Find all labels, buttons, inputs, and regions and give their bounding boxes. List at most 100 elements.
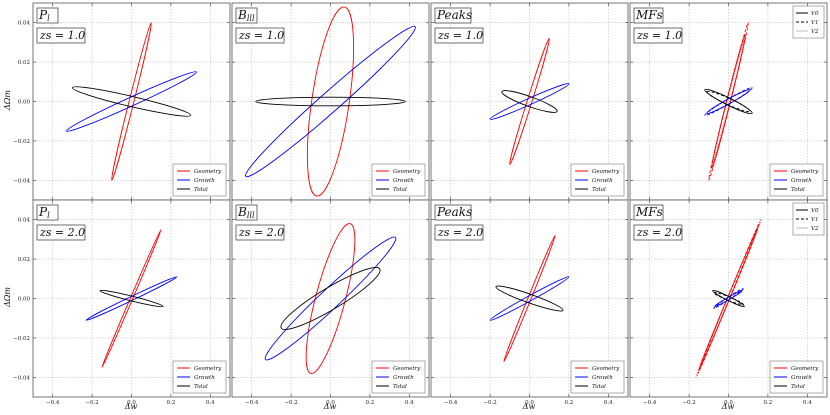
- x-axis-label-col1: Δw: [124, 402, 138, 411]
- redshift-label-box: [434, 27, 484, 44]
- panel-title: MFs: [635, 8, 663, 22]
- redshift-label-box: [36, 27, 86, 44]
- legend-label-geometry: Geometry: [194, 169, 222, 175]
- redshift-label-box: [633, 224, 683, 241]
- legend-label-growth: Growth: [393, 375, 414, 381]
- x-tick-label: 0.0: [326, 400, 335, 406]
- legend-label-geometry: Geometry: [194, 366, 222, 372]
- panel-title-part: lll: [247, 14, 255, 23]
- panel-title-part: MFs: [635, 205, 663, 219]
- ellipse-total-dashed: [706, 90, 751, 113]
- legend-label-total: Total: [393, 187, 407, 193]
- panel-title-box: [36, 204, 59, 221]
- redshift-label-box: [434, 224, 484, 241]
- legend-box: [769, 163, 824, 197]
- panel-title-part: lll: [247, 211, 255, 220]
- ellipse-group: [85, 229, 178, 368]
- legend-top-label-v0: V0: [811, 11, 819, 17]
- x-tick-label: −0.2: [682, 400, 695, 406]
- x-tick-label: 0.0: [525, 400, 534, 406]
- legend-label-growth: Growth: [194, 178, 215, 184]
- panel-title-part: B: [237, 205, 247, 219]
- ellipse-total-solid: [99, 289, 164, 308]
- legend-label-total: Total: [791, 384, 805, 390]
- redshift-label: zs = 2.0: [39, 226, 85, 239]
- legend-label-total: Total: [791, 187, 805, 193]
- panel-title-part: P: [38, 205, 48, 219]
- legend-top-label-v2: V2: [811, 226, 819, 232]
- panel-4: MFs zs = 1.0 Geometry Growth Total V0 V1 V2: [629, 2, 828, 201]
- panel-title-part: l: [47, 211, 50, 220]
- ellipse-geometry-solid: [101, 229, 162, 368]
- ellipse-total-solid: [501, 90, 558, 113]
- legend-label-total: Total: [194, 384, 208, 390]
- x-tick-label: −0.2: [483, 400, 496, 406]
- x-tick-label: 0.4: [604, 400, 613, 406]
- ellipse-group: [704, 22, 753, 181]
- panel-frame: [231, 199, 430, 398]
- legend-label-geometry: Geometry: [393, 366, 421, 372]
- redshift-label: zs = 1.0: [437, 29, 483, 42]
- ellipse-group: [66, 22, 197, 181]
- ellipse-group: [489, 38, 570, 165]
- ellipse-group: [695, 219, 762, 378]
- ellipse-group: [489, 235, 570, 362]
- ellipse-total-solid: [280, 267, 381, 330]
- ellipse-total-dashed: [713, 291, 744, 306]
- legend-top-label-v0: V0: [811, 208, 819, 214]
- x-tick-label: 0.4: [405, 400, 414, 406]
- legend-top-label-v1: V1: [811, 217, 818, 223]
- legend-label-growth: Growth: [791, 178, 812, 184]
- ellipse-geometry-solid: [509, 38, 550, 165]
- redshift-label: zs = 1.0: [636, 29, 682, 42]
- ellipse-group: [245, 6, 416, 197]
- legend-label-total: Total: [393, 384, 407, 390]
- y-tick-label: 0.04: [18, 218, 31, 224]
- x-tick-label: 0.2: [565, 400, 574, 406]
- panel-title: Blll: [237, 8, 255, 23]
- redshift-label: zs = 2.0: [636, 226, 682, 239]
- legend-label-growth: Growth: [194, 375, 215, 381]
- redshift-label: zs = 2.0: [437, 226, 483, 239]
- ellipse-group: [264, 223, 397, 374]
- x-axis-label-col4: Δw: [721, 402, 735, 411]
- panel-title-box: [36, 7, 59, 24]
- panel-5: 0.04 0.02 0.00 −0.02 −0.04 −0.4 −0.2 0.0 0.2 0.4 P…: [13, 199, 231, 406]
- panel-7: −0.4 −0.2 0.0 0.2 0.4 Peaks zs = 2.0 Geometry Gr…: [430, 199, 629, 406]
- redshift-label-box: [235, 224, 285, 241]
- panel-3: Peaks zs = 1.0 Geometry Growth Total: [430, 2, 629, 201]
- panel-frame: [32, 199, 231, 398]
- legend-label-total: Total: [194, 187, 208, 193]
- redshift-label: zs = 2.0: [238, 226, 284, 239]
- y-tick-label: 0.00: [18, 100, 31, 106]
- x-tick-label: 0.4: [803, 400, 812, 406]
- y-tick-label: −0.02: [13, 139, 30, 145]
- ellipse-geometry-solid: [306, 6, 355, 197]
- ellipse-geometry-dotted: [712, 39, 745, 164]
- panel-6: −0.4 −0.2 0.0 0.2 0.4 Blll zs = 2.0 Geometry Gro…: [231, 199, 430, 406]
- panel-title: Blll: [237, 205, 255, 220]
- ellipse-growth-solid: [66, 71, 197, 132]
- legend-label-growth: Growth: [592, 178, 613, 184]
- ellipse-total-solid: [71, 86, 192, 117]
- x-axis-label-col2: Δw: [323, 402, 337, 411]
- redshift-label-box: [633, 27, 683, 44]
- x-tick-label: 0.2: [764, 400, 773, 406]
- legend-top-label-v1: V1: [811, 20, 818, 26]
- legend-top-label-v2: V2: [811, 29, 819, 35]
- ellipse-growth-dashed: [704, 87, 753, 116]
- ellipse-growth-solid: [264, 236, 397, 361]
- y-tick-label: −0.04: [13, 375, 30, 381]
- redshift-label: zs = 1.0: [39, 29, 85, 42]
- panel-title-part: l: [47, 14, 50, 23]
- panel-frame: [629, 199, 828, 398]
- y-axis-label-top: ΔΩm: [3, 90, 12, 111]
- legend-label-total: Total: [592, 187, 606, 193]
- panel-2: Blll zs = 1.0 Geometry Growth Total: [231, 2, 430, 201]
- y-tick-label: 0.00: [18, 297, 31, 303]
- x-axis-label-col3: Δw: [522, 402, 536, 411]
- panel-title-box: [633, 7, 664, 24]
- panels-group: 0.04 0.02 0.00 −0.02 −0.04 Pl zs = 1.0 Geometry…: [13, 2, 828, 406]
- panel-title-part: MFs: [635, 8, 663, 22]
